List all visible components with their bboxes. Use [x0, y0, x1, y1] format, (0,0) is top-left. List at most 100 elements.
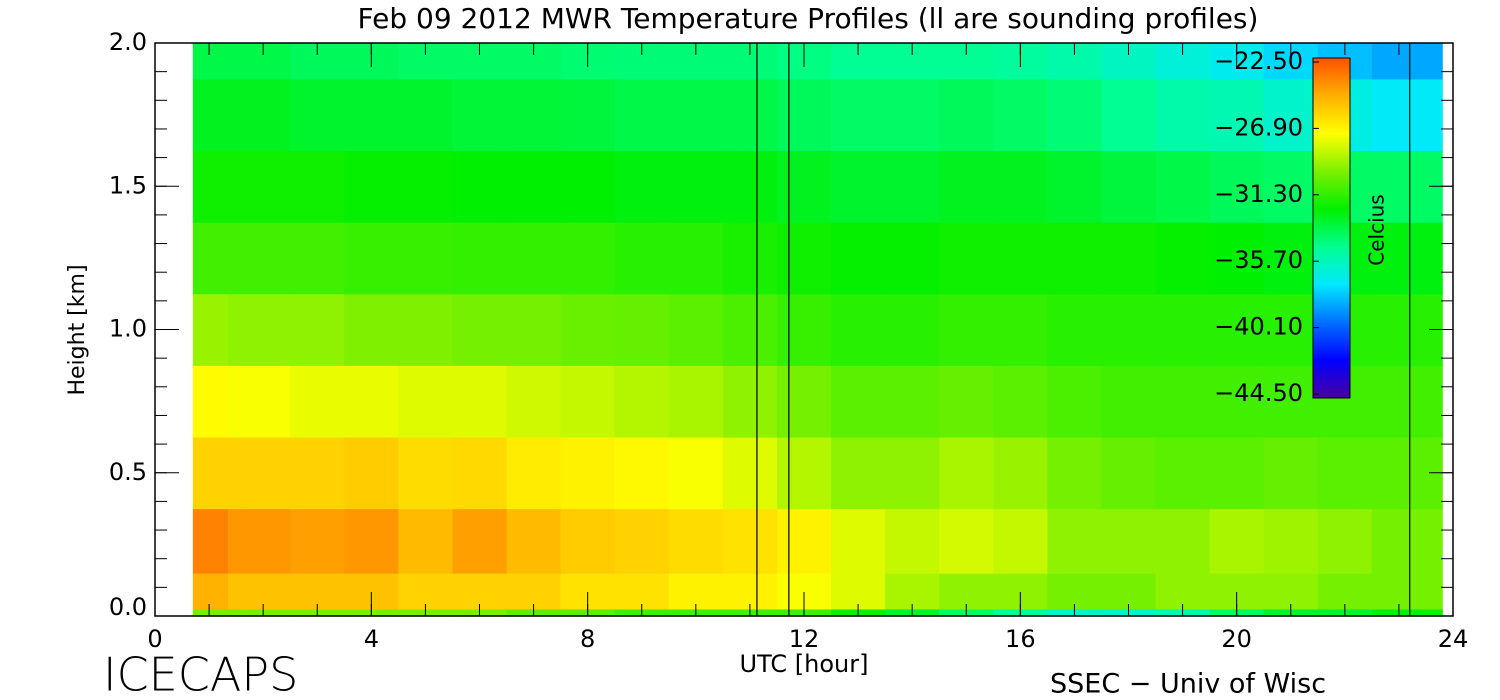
- heat-cell: [614, 293, 670, 366]
- heat-cell: [1209, 150, 1265, 223]
- heat-cell: [344, 293, 399, 366]
- heat-cell: [290, 508, 345, 574]
- heat-cell: [1101, 365, 1157, 438]
- heat-cell: [939, 78, 994, 152]
- heat-cell: [1155, 222, 1211, 295]
- heat-cell: [228, 508, 291, 574]
- heat-cell: [1047, 508, 1103, 574]
- heat-cell: [344, 436, 399, 510]
- heat-cell: [831, 293, 886, 366]
- heat-cell: [1209, 293, 1265, 366]
- heat-cell: [885, 573, 940, 610]
- heat-cell: [614, 436, 670, 510]
- heat-cell: [1209, 222, 1265, 295]
- heat-cell: [1209, 365, 1265, 438]
- heat-cell: [560, 436, 616, 510]
- x-tick-label: 4: [364, 625, 379, 653]
- heat-cell: [939, 573, 994, 610]
- heat-cell: [1371, 508, 1422, 574]
- heat-cell: [452, 436, 508, 510]
- heat-cell: [1047, 365, 1103, 438]
- heat-cell: [614, 365, 670, 438]
- heat-cell: [885, 150, 940, 223]
- heat-cell: [1420, 508, 1443, 574]
- heat-cell: [831, 222, 886, 295]
- footer-left: ICECAPS: [103, 648, 298, 700]
- heat-cell: [885, 78, 940, 152]
- heat-cell: [1263, 365, 1319, 438]
- heat-cell: [1263, 293, 1319, 366]
- heat-cell: [939, 436, 994, 510]
- heat-cell: [560, 293, 616, 366]
- heat-cell: [831, 573, 886, 610]
- heat-cell: [398, 150, 454, 223]
- y-tick-label: 0.0: [109, 593, 147, 621]
- heat-cell: [776, 78, 832, 152]
- heat-cell: [1420, 78, 1443, 152]
- y-tick-label: 1.5: [109, 171, 147, 199]
- y-axis-label: Height [km]: [65, 264, 90, 395]
- heat-cell: [668, 293, 724, 366]
- heat-cell: [722, 573, 778, 610]
- heat-cell: [1101, 508, 1157, 574]
- heat-cell: [1155, 365, 1211, 438]
- heat-cell: [993, 365, 1048, 438]
- heat-cell: [1371, 150, 1422, 223]
- heat-cell: [1101, 293, 1157, 366]
- heat-cell: [776, 508, 832, 574]
- heat-cell: [722, 78, 778, 152]
- colorbar-tick-label: −22.50: [1214, 47, 1303, 75]
- heat-cell: [776, 365, 832, 438]
- heat-cell: [560, 508, 616, 574]
- heat-cell: [452, 293, 508, 366]
- heat-cell: [228, 608, 291, 617]
- heat-cell: [1371, 608, 1422, 617]
- heat-cell: [1420, 608, 1443, 617]
- footer-right: SSEC − Univ of Wisc: [1050, 669, 1326, 700]
- heat-cell: [506, 436, 562, 510]
- heat-cell: [344, 78, 399, 152]
- heat-cell: [452, 78, 508, 152]
- colorbar-tick-label: −35.70: [1214, 246, 1303, 274]
- heat-cell: [452, 573, 508, 610]
- chart-title: Feb 09 2012 MWR Temperature Profiles (ll…: [358, 2, 1259, 35]
- heat-cell: [993, 78, 1048, 152]
- colorbar: [1312, 57, 1351, 399]
- heat-cell: [560, 150, 616, 223]
- heat-cell: [722, 365, 778, 438]
- heat-cell: [192, 436, 229, 510]
- heat-cell: [192, 365, 229, 438]
- heat-cell: [1047, 222, 1103, 295]
- heat-cell: [290, 436, 345, 510]
- heat-cell: [776, 222, 832, 295]
- heat-cell: [939, 508, 994, 574]
- heat-cell: [290, 222, 345, 295]
- heat-cell: [1155, 150, 1211, 223]
- heat-cell: [668, 365, 724, 438]
- heat-cell: [228, 222, 291, 295]
- heat-cell: [1047, 573, 1103, 610]
- heat-cell: [614, 508, 670, 574]
- heat-cell: [885, 508, 940, 574]
- heat-cell: [398, 436, 454, 510]
- heat-cell: [831, 365, 886, 438]
- heat-cell: [1420, 222, 1443, 295]
- y-tick-label: 0.5: [109, 458, 147, 486]
- heat-cell: [192, 43, 229, 80]
- heat-cell: [452, 150, 508, 223]
- x-tick-label: 0: [147, 625, 162, 653]
- heat-cell: [722, 150, 778, 223]
- x-tick-label: 20: [1221, 625, 1252, 653]
- colorbar-tick-label: −44.50: [1214, 379, 1303, 407]
- heat-cell: [722, 508, 778, 574]
- heat-cell: [1101, 78, 1157, 152]
- heat-cell: [290, 78, 345, 152]
- heat-cell: [506, 150, 562, 223]
- heat-cell: [290, 573, 345, 610]
- heat-cell: [1101, 573, 1157, 610]
- heat-cell: [885, 365, 940, 438]
- heat-cell: [614, 222, 670, 295]
- heat-cell: [1371, 436, 1422, 510]
- heat-cell: [398, 365, 454, 438]
